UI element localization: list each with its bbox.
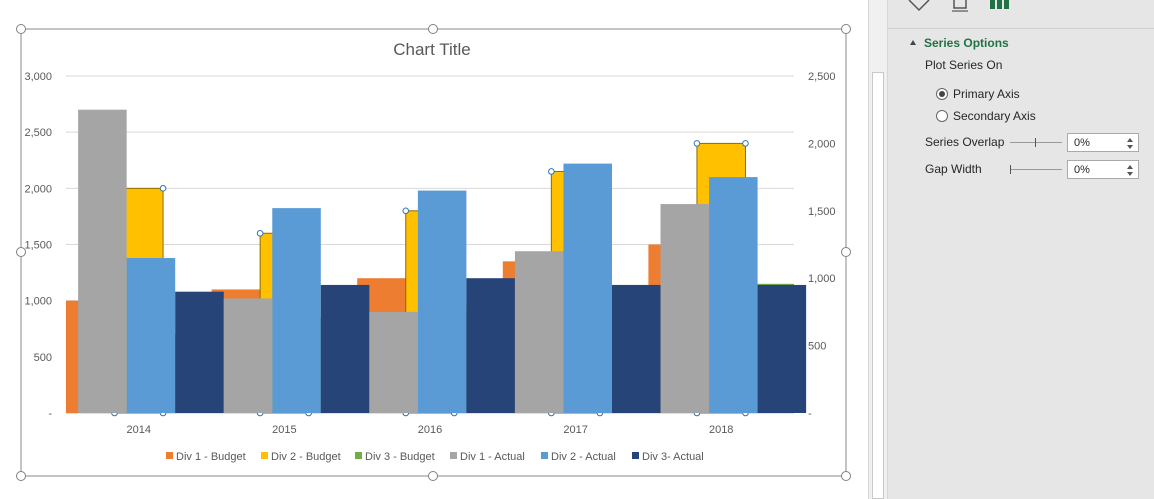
y-primary-tick-label: 1,500 [24,240,52,252]
series-overlap-slider[interactable] [1010,142,1062,143]
bar-selection-handle[interactable] [742,140,749,147]
bar[interactable] [514,251,564,413]
bar[interactable] [223,298,273,413]
bar[interactable] [78,109,127,413]
y-primary-tick-label: 3,000 [24,71,52,83]
bar-selection-handle[interactable] [256,229,264,237]
bar-selection-handle[interactable] [159,185,167,192]
bar-selection-handle[interactable] [693,140,701,147]
spin-down-icon[interactable] [1127,145,1133,149]
legend-label: Div 3 - Budget [365,451,435,463]
resize-handle[interactable] [841,471,851,481]
bar[interactable] [369,311,418,413]
bar[interactable] [272,208,321,413]
chart-area[interactable]: Chart Title - 500 1,000 1,500 2,000 2,500 3,000… [0,0,868,499]
series-options-icon[interactable] [989,0,1011,10]
resize-handle[interactable] [841,247,851,257]
legend-label: Div 1 - Actual [460,451,525,463]
spin-up-icon[interactable] [1127,165,1133,169]
x-tick-label: 2016 [418,424,442,436]
pane-divider [888,28,1154,29]
y-primary-tick-label: 500 [34,352,52,364]
legend-label: Div 2 - Budget [271,451,341,463]
bar[interactable] [563,163,612,413]
y-secondary-tick-label: 2,500 [808,71,836,83]
legend-label: Div 2 - Actual [551,451,616,463]
secondary-axis-label[interactable]: Secondary Axis [953,109,1036,123]
legend-label: Div 3- Actual [642,451,704,463]
resize-handle[interactable] [428,471,438,481]
spin-up-icon[interactable] [1127,138,1133,142]
y-secondary-tick-label: 2,000 [808,138,836,150]
legend-label: Div 1 - Budget [176,451,246,463]
y-primary-tick-label: 2,000 [24,183,52,195]
fill-line-icon[interactable] [906,0,932,12]
y-secondary-tick-label: - [808,408,812,420]
bar[interactable] [320,284,370,413]
primary-axis-label[interactable]: Primary Axis [953,87,1020,101]
resize-handle[interactable] [16,24,26,34]
legend-swatch[interactable] [541,452,548,459]
resize-handle[interactable] [16,471,26,481]
y-primary-tick-label: 1,000 [24,296,52,308]
series-overlap-slider-thumb[interactable] [1035,138,1036,147]
gap-width-slider-thumb[interactable] [1010,165,1011,174]
gap-width-label: Gap Width [925,162,982,176]
gap-width-spinner[interactable]: 0% [1067,160,1139,179]
series-overlap-label: Series Overlap [925,135,1005,149]
x-tick-label: 2015 [272,424,296,436]
scrollbar-thumb[interactable] [872,72,884,499]
bar[interactable] [466,278,515,413]
primary-axis-radio[interactable] [936,88,948,100]
bar[interactable] [175,291,224,413]
x-tick-label: 2014 [127,424,151,436]
series-overlap-value[interactable]: 0% [1074,137,1090,149]
collapse-caret-icon[interactable] [910,40,916,45]
chart-title: Chart Title [393,40,470,59]
plot-series-on-label: Plot Series On [925,58,1003,72]
resize-handle[interactable] [428,24,438,34]
bar-selection-handle[interactable] [548,168,555,175]
bar-selection-handle[interactable] [402,207,410,215]
scrollbar[interactable] [868,0,888,499]
effects-icon[interactable] [950,0,970,12]
radio-selected-dot [939,91,945,97]
format-data-series-pane: Series Options Plot Series On Primary Ax… [888,0,1154,499]
chart-svg[interactable]: Chart Title - 500 1,000 1,500 2,000 2,500 3,000… [0,0,868,499]
legend-swatch[interactable] [632,452,639,459]
resize-handle[interactable] [16,247,26,257]
legend-swatch[interactable] [166,452,173,459]
bar[interactable] [612,284,661,413]
y-secondary-tick-label: 1,500 [808,206,836,218]
bar[interactable] [757,284,807,413]
gap-width-value[interactable]: 0% [1074,164,1090,176]
spin-down-icon[interactable] [1127,172,1133,176]
y-secondary-tick-label: 1,000 [808,273,836,285]
legend-swatch[interactable] [355,452,362,459]
resize-handle[interactable] [841,24,851,34]
series-overlap-spinner[interactable]: 0% [1067,133,1139,152]
x-tick-label: 2018 [709,424,733,436]
legend-swatch[interactable] [450,452,457,459]
y-primary-tick-label: - [48,408,52,420]
secondary-axis-radio[interactable] [936,110,948,122]
bar[interactable] [126,257,176,413]
section-title[interactable]: Series Options [924,36,1009,50]
gap-width-slider[interactable] [1010,169,1062,170]
legend-swatch[interactable] [261,452,268,459]
x-tick-label: 2017 [563,424,587,436]
y-secondary-tick-label: 500 [808,341,826,353]
bar[interactable] [417,190,467,413]
bar[interactable] [709,177,758,413]
y-primary-tick-label: 2,500 [24,127,52,139]
bar[interactable] [660,204,710,413]
